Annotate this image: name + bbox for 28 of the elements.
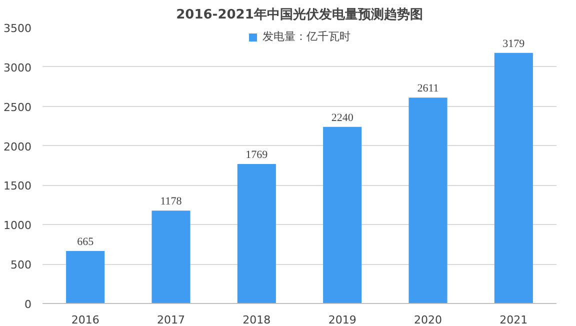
y-tick-label: 3000: [4, 61, 32, 74]
x-tick-label: 2017: [157, 314, 186, 326]
bar: [66, 251, 105, 304]
bar: [237, 164, 276, 304]
data-label: 3179: [502, 38, 526, 50]
bar: [408, 98, 448, 304]
x-tick-label: 2019: [328, 314, 356, 326]
data-label: 1178: [160, 196, 182, 208]
bar: [494, 52, 533, 304]
x-tick-label: 2016: [71, 314, 100, 326]
chart-title: 2016-2021年中国光伏发电量预测趋势图: [176, 6, 423, 22]
y-tick-label: 2500: [4, 100, 32, 114]
data-label: 2240: [331, 112, 354, 124]
x-tick-label: 2020: [414, 314, 442, 326]
y-tick-label: 500: [10, 258, 32, 272]
y-tick-label: 2000: [4, 140, 32, 154]
x-tick-label: 2021: [500, 314, 528, 326]
y-tick-label: 3500: [4, 22, 32, 35]
x-tick-label: 2018: [242, 314, 271, 326]
y-tick-label: 1000: [4, 219, 32, 232]
bar: [323, 126, 362, 304]
bar: [152, 210, 190, 304]
data-label: 1769: [246, 149, 268, 161]
legend-label: 发电量：亿千瓦时: [262, 29, 350, 44]
data-label: 665: [77, 236, 94, 248]
data-label: 2611: [417, 82, 439, 95]
y-tick-label: 1500: [4, 180, 32, 193]
y-tick-label: 0: [24, 298, 32, 311]
